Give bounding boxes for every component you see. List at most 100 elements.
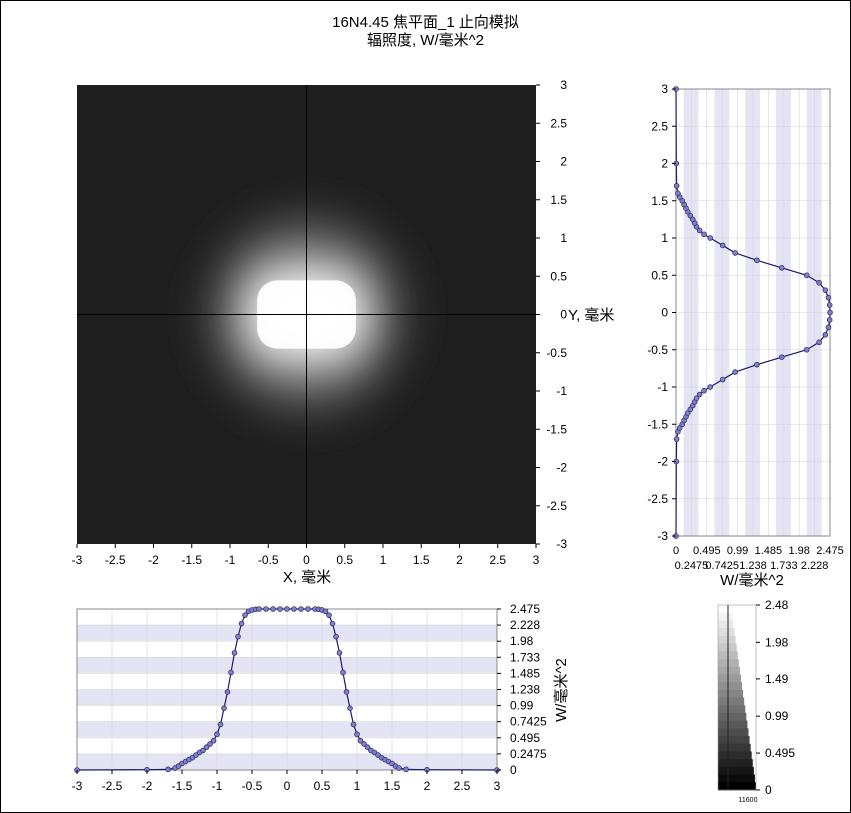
y-profile-point bbox=[803, 272, 810, 279]
y-profile-point bbox=[707, 384, 714, 390]
y-profile-x-tick-label: 0.495 bbox=[693, 545, 721, 557]
x-profile-point bbox=[228, 669, 234, 676]
heatmap-x-ticks: -3 -2.5 -2 -1.5 -1 -0.5 0 0.5 1 1.5 2 2.5 3 bbox=[72, 544, 540, 567]
y-profile-point bbox=[825, 294, 832, 301]
x-profile-point bbox=[343, 689, 350, 695]
heatmap-x-tick-label: 1 bbox=[380, 553, 387, 567]
y-profile-point bbox=[816, 339, 822, 346]
x-profile-point bbox=[357, 737, 364, 744]
y-profile-point bbox=[676, 425, 683, 431]
y-profile-point bbox=[701, 387, 707, 394]
colorbar-step bbox=[718, 766, 754, 776]
colorbar-step bbox=[718, 682, 743, 691]
y-profile-point bbox=[816, 279, 822, 286]
y-profile-x-tick-label: 1.485 bbox=[755, 545, 783, 557]
colorbar-step bbox=[718, 720, 748, 729]
y-profile-y-tick-label: -3 bbox=[657, 529, 668, 543]
y-profile-point bbox=[693, 395, 700, 401]
x-profile-point bbox=[364, 744, 371, 751]
y-profile-point bbox=[826, 302, 833, 308]
y-profile-point bbox=[673, 436, 680, 442]
y-profile-point bbox=[778, 264, 785, 271]
chart-subtitle: 辐照度, W/毫米^2 bbox=[366, 32, 485, 49]
heatmap-y-tick-label: 2.5 bbox=[550, 116, 567, 130]
y-profile-point bbox=[701, 231, 707, 238]
heatmap-x-tick-label: 2.5 bbox=[489, 553, 506, 567]
colorbar-step bbox=[718, 697, 745, 706]
y-profile-y-tick-label: 1.5 bbox=[651, 194, 668, 208]
heatmap-x-tick-label: -1.5 bbox=[181, 553, 202, 567]
x-profile-x-tick-label: 2.5 bbox=[454, 779, 471, 793]
y-profile-y-tick-label: 0.5 bbox=[651, 268, 668, 282]
x-profile-point bbox=[361, 741, 367, 747]
y-profile-point bbox=[803, 346, 810, 353]
y-profile-plot: 3 2.5 2 1.5 1 0.5 0 -0.5 -1 -1.5 -2 -2.5 -3 0 0.495 0.9… bbox=[647, 82, 843, 572]
x-profile-point bbox=[203, 744, 210, 751]
x-profile-point bbox=[238, 620, 245, 627]
y-profile-point bbox=[827, 309, 833, 316]
x-profile-x-tick-label: 0.5 bbox=[314, 779, 331, 793]
y-profile-y-tick-label: 2.5 bbox=[651, 119, 668, 133]
x-profile-x-tick-label: 1.5 bbox=[384, 779, 401, 793]
x-profile-point bbox=[207, 741, 213, 747]
y-profile-point bbox=[719, 376, 726, 383]
y-profile-x-tick-label-alt: 1.733 bbox=[770, 560, 798, 572]
heatmap-y-tick-label: -0.5 bbox=[546, 346, 567, 360]
x-profile-point bbox=[305, 606, 311, 612]
colorbar-footnote: 11600 bbox=[739, 797, 758, 804]
x-profile-x-tick-label: -2.5 bbox=[102, 779, 123, 793]
heatmap-y-tick-label: 0 bbox=[560, 308, 567, 322]
colorbar-step bbox=[718, 705, 746, 714]
x-profile-y-tick-label: 1.485 bbox=[510, 666, 540, 680]
y-profile-y-tick-label: 3 bbox=[661, 82, 668, 96]
colorbar-step bbox=[718, 728, 749, 737]
x-profile-point bbox=[224, 689, 231, 695]
colorbar-step bbox=[718, 674, 741, 683]
y-profile-point bbox=[826, 317, 833, 323]
x-profile-x-tick-label: 0 bbox=[284, 779, 291, 793]
heatmap-x-tick-label: -3 bbox=[72, 553, 83, 567]
colorbar-step bbox=[718, 782, 756, 791]
y-profile-point bbox=[685, 410, 691, 416]
heatmap-y-tick-label: -2 bbox=[556, 461, 567, 475]
y-profile-point bbox=[675, 190, 681, 197]
x-profile-y-tick-label: 0.99 bbox=[510, 699, 534, 713]
heatmap-x-tick-label: 2 bbox=[456, 553, 463, 567]
colorbar-step bbox=[718, 643, 737, 652]
colorbar-step bbox=[718, 628, 735, 637]
colorbar-step bbox=[718, 612, 733, 621]
y-profile-x-tick-label-alt: 2.228 bbox=[801, 560, 829, 572]
heatmap-x-tick-label: 0 bbox=[303, 553, 310, 567]
y-profile-point bbox=[679, 197, 686, 204]
x-profile-y-tick-label: 2.228 bbox=[510, 618, 540, 632]
y-profile-point bbox=[754, 257, 760, 264]
x-profile-point bbox=[291, 606, 297, 612]
x-profile-point bbox=[235, 633, 241, 640]
heatmap-y-tick-label: -3 bbox=[556, 537, 567, 551]
x-profile-y-tick-label: 0.495 bbox=[510, 731, 540, 745]
x-profile-x-tick-label: 3 bbox=[494, 779, 501, 793]
y-profile-point bbox=[754, 361, 760, 368]
colorbar-step bbox=[718, 620, 734, 629]
heatmap-y-tick-label: 0.5 bbox=[550, 269, 567, 283]
x-profile-point bbox=[210, 737, 217, 744]
heatmap-x-tick-label: 0.5 bbox=[336, 553, 353, 567]
irradiance-heatmap bbox=[77, 85, 536, 544]
x-profile-point bbox=[340, 669, 346, 676]
x-profile-point bbox=[354, 731, 360, 738]
heatmap-y-tick-label: 2 bbox=[560, 155, 567, 169]
y-profile-x-tick-label: 2.475 bbox=[816, 545, 844, 557]
y-profile-point bbox=[825, 324, 832, 331]
y-profile-point bbox=[732, 369, 738, 375]
colorbar-step bbox=[718, 689, 744, 698]
heatmap-y-tick-label: 3 bbox=[560, 78, 567, 92]
colorbar-tick-label: 0.495 bbox=[765, 746, 795, 760]
colorbar-step bbox=[718, 605, 732, 614]
heatmap-y-ticks: 3 2.5 2 1.5 1 0.5 0 -0.5 -1 -1.5 -2 -2.5 -3 bbox=[536, 78, 567, 551]
x-profile-x-tick-label: -1 bbox=[212, 779, 223, 793]
colorbar-step bbox=[718, 736, 750, 745]
colorbar-step bbox=[718, 635, 736, 645]
y-profile-y-tick-label: -1 bbox=[657, 380, 668, 394]
y-profile-y-tick-label: -1.5 bbox=[647, 417, 668, 431]
